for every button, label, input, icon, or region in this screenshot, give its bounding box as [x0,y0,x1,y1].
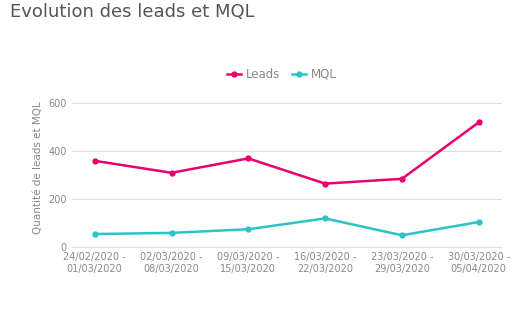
MQL [476,220,482,224]
Legend: Leads, MQL: Leads, MQL [222,63,341,85]
Text: Evolution des leads et MQL: Evolution des leads et MQL [10,3,255,21]
Leads [322,182,328,185]
Leads [399,177,405,181]
MQL [399,233,405,237]
MQL [322,217,328,220]
MQL [245,227,251,231]
Leads [245,157,251,160]
Leads [92,159,98,163]
MQL [92,232,98,236]
Leads [168,171,175,175]
MQL [168,231,175,235]
Y-axis label: Quantité de leads et MQL: Quantité de leads et MQL [33,102,43,234]
Leads [476,120,482,124]
Line: MQL: MQL [92,216,481,238]
Line: Leads: Leads [92,120,481,186]
